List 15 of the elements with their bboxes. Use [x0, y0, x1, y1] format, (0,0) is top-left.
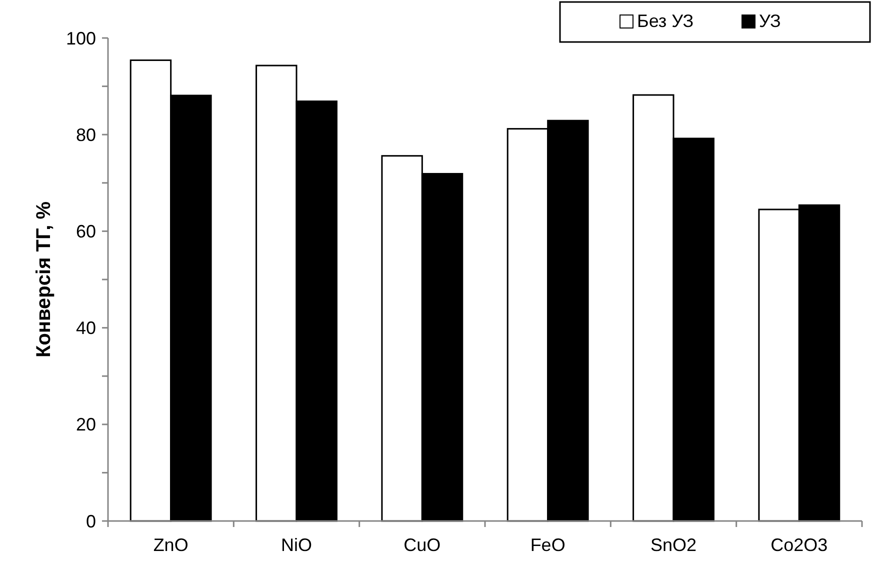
y-tick-label: 40 [76, 318, 96, 338]
y-tick-label: 0 [86, 511, 96, 532]
legend-label: Без УЗ [637, 11, 694, 31]
x-tick-label: SnO2 [650, 535, 697, 555]
y-tick-label: 20 [76, 414, 96, 435]
y-axis-title: Конверсія ТГ, % [33, 201, 55, 358]
y-tick-label: 60 [76, 222, 96, 242]
x-tick-label: CuO [404, 535, 441, 555]
legend-label: УЗ [759, 11, 781, 31]
y-tick-label: 100 [66, 28, 96, 48]
x-tick-label: ZnO [153, 535, 188, 555]
y-tick-label: 80 [76, 124, 96, 145]
x-tick-label: Co2O3 [770, 535, 828, 555]
x-tick-label: NiO [281, 535, 312, 555]
x-tick-label: FeO [530, 535, 566, 555]
